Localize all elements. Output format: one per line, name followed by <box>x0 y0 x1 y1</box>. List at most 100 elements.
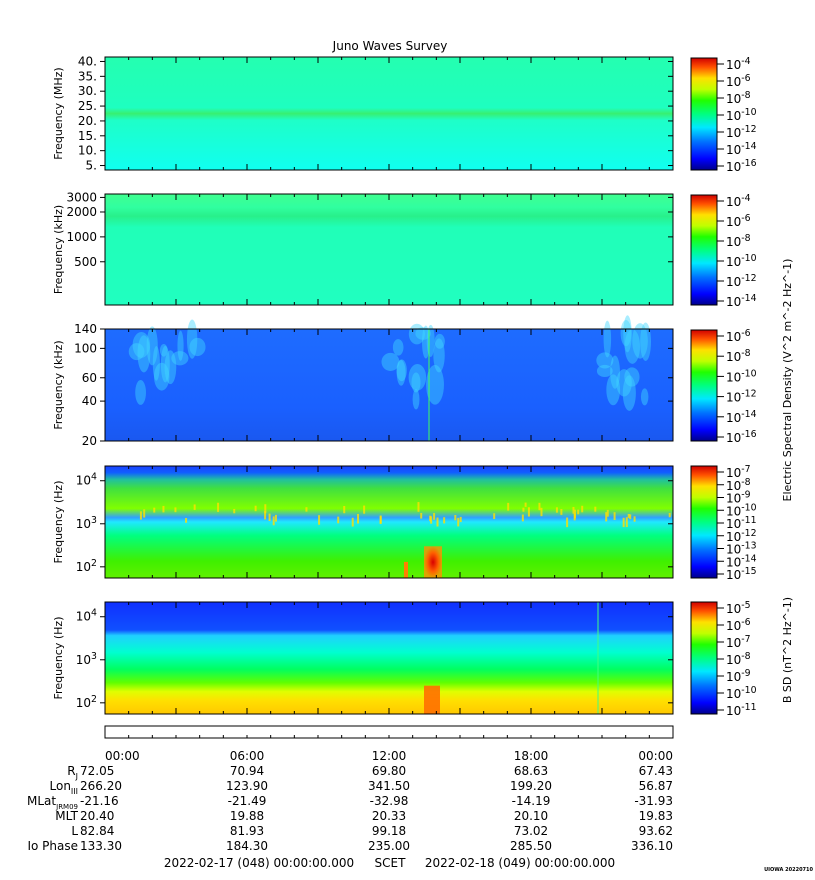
ephemeris-table: 00:00 06:00 12:00 18:00 00:00 RJ 72.05 70.94 69.… <box>27 749 673 853</box>
emission-feature <box>217 503 219 512</box>
emission-feature <box>352 518 354 527</box>
ephemeris-value: 69.80 <box>372 764 406 778</box>
y-axis-label: Frequency (kHz) <box>52 340 65 429</box>
emission-feature <box>437 517 439 526</box>
ephemeris-value: 341.50 <box>368 779 410 793</box>
emission-feature <box>337 517 339 524</box>
y-tick-label: 1000 <box>66 230 97 244</box>
ephemeris-value: -21.16 <box>80 794 119 808</box>
ephemeris-value: 19.83 <box>639 809 673 823</box>
ephemeris-value: 70.94 <box>230 764 264 778</box>
ephemeris-label: L <box>71 824 78 838</box>
colorbar-scale <box>691 602 717 714</box>
y-axis-label: Frequency (Hz) <box>52 617 65 700</box>
emission-feature <box>318 515 320 525</box>
emission-feature <box>153 508 155 513</box>
emission-feature <box>380 515 382 524</box>
colorbar-tick-label: 10-6 <box>726 73 751 89</box>
colorbar-tick-label: 10-14 <box>726 141 757 157</box>
y-tick-label: 10. <box>78 144 97 158</box>
time-label: 00:00 <box>638 749 673 763</box>
ephemeris-value: 20.33 <box>372 809 406 823</box>
emission-feature <box>174 507 176 512</box>
y-tick-label: 40. <box>78 54 97 68</box>
y-tick-label: 104 <box>76 472 97 488</box>
y-tick-label: 2000 <box>66 205 97 219</box>
emission-feature <box>594 507 596 512</box>
ephemeris-value: 133.30 <box>80 839 122 853</box>
spectrogram-panel-2: 30002000 1000 500 Frequency (kHz) <box>52 190 673 305</box>
colorbar-label: Electric Spectral Density (V^2 m^-2 Hz^-… <box>781 259 794 502</box>
colorbar-tick-label: 10-8 <box>726 90 751 106</box>
colorbar-tick-label: 10-10 <box>726 368 757 384</box>
emission-feature <box>605 512 607 521</box>
colorbar-label: B SD (nT^2 Hz^-1) <box>781 597 794 703</box>
emission-feature <box>420 513 422 519</box>
figure-canvas: Juno Waves Survey 40.35.30.25.20.15.10.5… <box>0 0 815 880</box>
colorbar-tick-label: 10-5 <box>726 600 751 616</box>
emission-feature <box>393 339 404 356</box>
emission-feature <box>522 508 524 512</box>
y-tick-label: 25. <box>78 99 97 113</box>
colorbar-scale <box>691 466 717 578</box>
emission-feature <box>275 515 277 522</box>
footer-start-time: 2022-02-17 (048) 00:00:00.000 <box>164 856 354 870</box>
ephemeris-value: -14.19 <box>512 794 551 808</box>
ephemeris-value: 68.63 <box>514 764 548 778</box>
colorbar-tick-label: 10-9 <box>726 668 751 684</box>
y-tick-label: 3000 <box>66 190 97 204</box>
emission-feature <box>143 509 145 517</box>
time-label: 06:00 <box>230 749 265 763</box>
colorbar-tick-label: 10-16 <box>726 429 757 445</box>
emission-feature <box>540 508 542 516</box>
y-tick-label: 40 <box>82 394 97 408</box>
ephemeris-value: 93.62 <box>639 824 673 838</box>
emission-feature <box>525 503 527 507</box>
y-axis-label: Frequency (MHz) <box>52 67 65 159</box>
emission-feature <box>604 321 612 358</box>
emission-feature <box>581 506 583 513</box>
ephemeris-value: 81.93 <box>230 824 264 838</box>
ephemeris-value: 336.10 <box>631 839 673 853</box>
emission-feature <box>140 511 142 519</box>
y-tick-label: 102 <box>76 558 97 574</box>
spectrogram-panel-3: 140 100 60 40 20 Frequency (kHz) <box>52 315 673 448</box>
emission-feature <box>443 517 445 523</box>
colorbar-scale <box>691 58 717 170</box>
y-tick-label: 104 <box>76 608 97 624</box>
colorbars: 10-410-610-810-1010-1210-1410-1610-410-6… <box>691 56 794 718</box>
ephemeris-value: 56.87 <box>639 779 673 793</box>
ephemeris-value: 285.50 <box>510 839 552 853</box>
burst-feature <box>424 686 440 714</box>
emission-feature <box>507 503 509 511</box>
emission-feature <box>460 517 462 522</box>
ephemeris-value: 199.20 <box>510 779 552 793</box>
colorbar-tick-label: 10-10 <box>726 253 757 269</box>
time-label: 18:00 <box>514 749 549 763</box>
emission-feature <box>566 518 568 528</box>
colorbar-tick-label: 10-12 <box>726 273 757 289</box>
colorbar-tick-label: 10-12 <box>726 124 757 140</box>
y-tick-label: 102 <box>76 694 97 710</box>
ephemeris-value: 67.43 <box>639 764 673 778</box>
colorbar-tick-label: 10-6 <box>726 617 751 633</box>
colorbar-tick-label: 10-12 <box>726 389 757 405</box>
colorbar-tick-label: 10-8 <box>726 233 751 249</box>
ephemeris-value: 20.10 <box>514 809 548 823</box>
y-tick-label: 103 <box>76 651 97 667</box>
emission-feature <box>538 503 540 510</box>
colorbar-tick-label: 10-14 <box>726 409 757 425</box>
colorbar-tick-label: 10-8 <box>726 348 751 364</box>
emission-feature <box>160 344 168 357</box>
colorbar-tick-label: 10-15 <box>726 566 757 582</box>
emission-feature <box>264 504 266 513</box>
ephemeris-value: 20.40 <box>80 809 114 823</box>
colorbar-scale <box>691 330 717 441</box>
emission-feature <box>572 507 574 514</box>
colorbar-panel-1: 10-410-610-810-1010-1210-1410-16 <box>691 56 757 174</box>
y-tick-label: 20. <box>78 114 97 128</box>
colorbar-tick-label: 10-6 <box>726 328 751 344</box>
ephemeris-value: -32.98 <box>370 794 409 808</box>
footer-end-time: 2022-02-18 (049) 00:00:00.000 <box>425 856 615 870</box>
emission-feature <box>343 506 345 513</box>
